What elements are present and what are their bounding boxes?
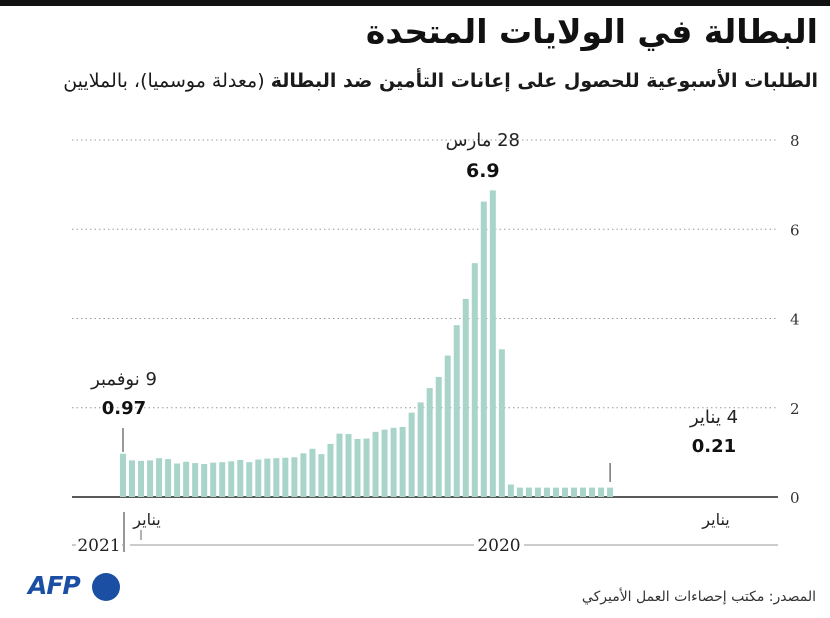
bar <box>525 487 532 497</box>
bar <box>138 460 145 497</box>
bar <box>210 462 217 497</box>
bar <box>462 298 469 497</box>
bar <box>507 484 514 497</box>
bar <box>174 463 181 497</box>
bar <box>255 459 262 497</box>
year-label-2021: 2021 <box>77 536 120 556</box>
bar <box>120 453 126 497</box>
y-tick-label: 4 <box>790 311 800 329</box>
bar <box>345 434 352 497</box>
bar <box>165 459 172 497</box>
bar <box>471 263 478 497</box>
bar <box>228 461 235 497</box>
bar <box>264 458 271 497</box>
year-label-2020: 2020 <box>477 536 520 556</box>
bar <box>381 429 388 497</box>
bar <box>552 487 559 497</box>
bar <box>444 355 451 497</box>
annotation-label-nov: 9 نوفمبر <box>90 369 157 390</box>
top-rule <box>0 0 830 6</box>
bar <box>327 443 334 497</box>
bar <box>318 454 325 497</box>
annotation-value-nov: 0.97 <box>102 398 146 419</box>
bar <box>589 487 596 497</box>
month-label-jan-2021: يناير <box>132 510 160 530</box>
bar <box>291 457 298 497</box>
bar <box>399 426 406 497</box>
afp-logo-dot <box>92 573 120 601</box>
bar <box>336 433 343 497</box>
bar <box>580 487 587 497</box>
bar <box>408 412 415 497</box>
bar <box>372 431 379 497</box>
bar-chart: 0 2 4 6 8 9 نوفمبر 0.97 28 مارس 6.9 4 يناير 0.21 ين… <box>72 130 800 556</box>
annotation-label-jan: 4 يناير <box>689 407 738 428</box>
chart-subtitle: الطلبات الأسبوعية للحصول على إعانات التأ… <box>63 70 818 92</box>
bar <box>607 487 614 497</box>
bar <box>390 427 397 497</box>
annotation-label-mar: 28 مارس <box>446 130 520 151</box>
bar <box>309 448 316 497</box>
bar <box>571 487 577 497</box>
bar <box>435 376 442 497</box>
year-label-bg <box>76 536 122 556</box>
y-tick-label: 6 <box>790 221 800 239</box>
bar <box>156 458 163 497</box>
bar <box>192 463 199 497</box>
bar <box>543 487 550 497</box>
chart-title: البطالة في الولايات المتحدة <box>365 12 818 51</box>
bar <box>453 325 460 497</box>
bar <box>129 460 136 497</box>
bar <box>516 487 523 497</box>
bar <box>598 487 605 497</box>
bar <box>354 438 361 497</box>
bar <box>417 402 424 497</box>
bar <box>534 487 541 497</box>
annotation-value-jan: 0.21 <box>692 436 736 457</box>
subtitle-main: الطلبات الأسبوعية للحصول على إعانات التأ… <box>270 70 818 92</box>
bar <box>498 349 505 497</box>
bar <box>561 487 568 497</box>
bar <box>273 458 280 497</box>
source-note: المصدر: مكتب إحصاءات العمل الأميركي <box>581 589 816 605</box>
bar <box>237 459 244 497</box>
bar <box>363 438 370 497</box>
bar <box>219 462 226 497</box>
bar <box>246 462 253 497</box>
y-tick-label: 8 <box>790 132 800 150</box>
afp-logo: AFP <box>28 571 128 601</box>
bar <box>147 460 154 497</box>
bar <box>201 463 208 497</box>
y-tick-label: 0 <box>790 489 800 507</box>
bar <box>183 461 190 497</box>
bar <box>489 190 496 497</box>
bar <box>300 453 307 497</box>
annotation-value-mar: 6.9 <box>466 160 500 182</box>
year-label-bg <box>474 536 524 556</box>
y-tick-label: 2 <box>790 400 800 418</box>
afp-logo-text: AFP <box>28 571 81 600</box>
bar <box>282 457 289 497</box>
bar <box>426 388 433 497</box>
month-label-jan-2020: يناير <box>701 510 729 530</box>
subtitle-unit: (معدلة موسميا)، بالملايين <box>63 70 271 92</box>
bar <box>480 201 487 497</box>
